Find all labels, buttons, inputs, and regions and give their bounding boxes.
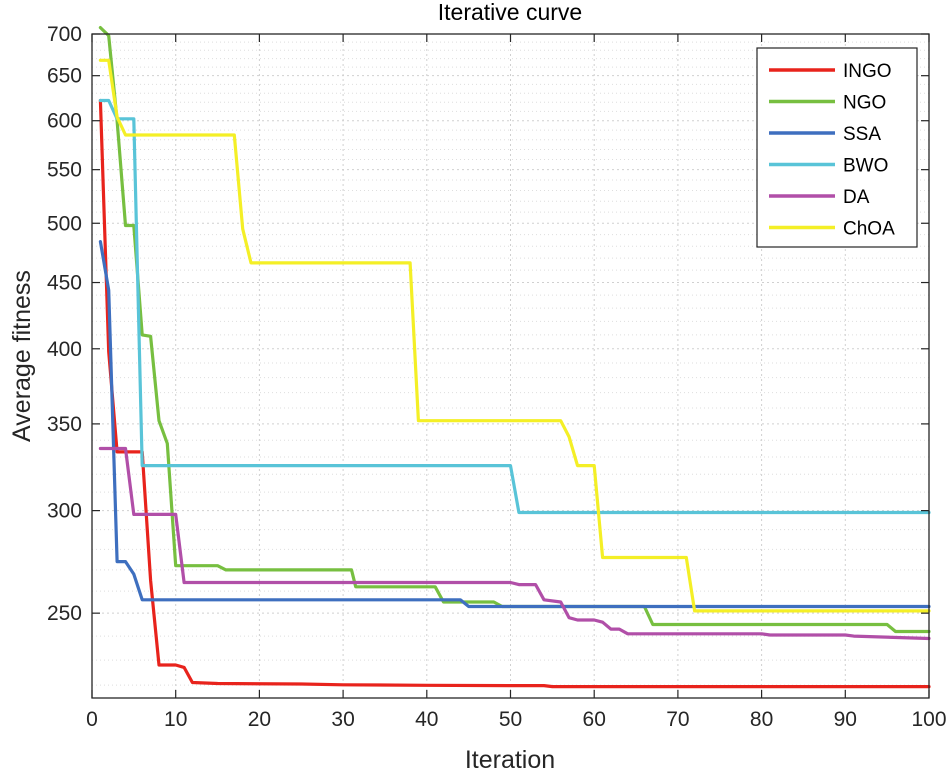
x-tick-label: 60 (583, 708, 606, 731)
x-tick-label: 70 (666, 708, 689, 731)
x-axis-title: Iteration (465, 746, 555, 770)
y-axis-title: Average fitness (8, 270, 36, 442)
x-tick-label: 100 (911, 708, 946, 731)
series-line-bwo (98, 98, 931, 515)
y-tick-label: 350 (47, 413, 82, 436)
y-tick-label: 550 (47, 159, 82, 182)
y-tick-label: 250 (47, 602, 82, 625)
x-tick-label: 20 (248, 708, 271, 731)
x-tick-label: 40 (415, 708, 438, 731)
x-tick-label: 30 (331, 708, 354, 731)
legend: INGO NGO SSA BWO DA ChOA (756, 47, 918, 248)
legend-label-choa: ChOA (843, 219, 895, 240)
legend-label-da: DA (843, 187, 870, 208)
y-tick-label: 700 (47, 23, 82, 46)
x-tick-label: 0 (86, 708, 98, 731)
x-tick-label: 90 (834, 708, 857, 731)
legend-label-ingo: INGO (843, 61, 892, 82)
y-tick-label: 450 (47, 272, 82, 295)
legend-label-ssa: SSA (843, 124, 881, 145)
legend-box (756, 47, 918, 248)
axis-ticks: 250 300 350 400 450 500 550 600 650 700 0 10 20 30 40 5… (47, 23, 947, 731)
y-tick-label: 500 (47, 212, 82, 235)
series-line-ngo (98, 26, 931, 634)
series-lines (98, 26, 931, 689)
y-tick-label: 300 (47, 500, 82, 523)
x-tick-label: 50 (499, 708, 522, 731)
legend-label-bwo: BWO (843, 156, 888, 177)
series-line-da (98, 446, 931, 641)
y-tick-label: 400 (47, 338, 82, 361)
legend-label-ngo: NGO (843, 93, 886, 114)
y-tick-label: 650 (47, 65, 82, 88)
chart-title: Iterative curve (438, 0, 582, 25)
x-tick-label: 80 (750, 708, 773, 731)
y-tick-label: 600 (47, 110, 82, 133)
x-tick-label: 10 (164, 708, 187, 731)
series-line-choa (98, 58, 931, 613)
series-line-ssa (98, 240, 931, 609)
